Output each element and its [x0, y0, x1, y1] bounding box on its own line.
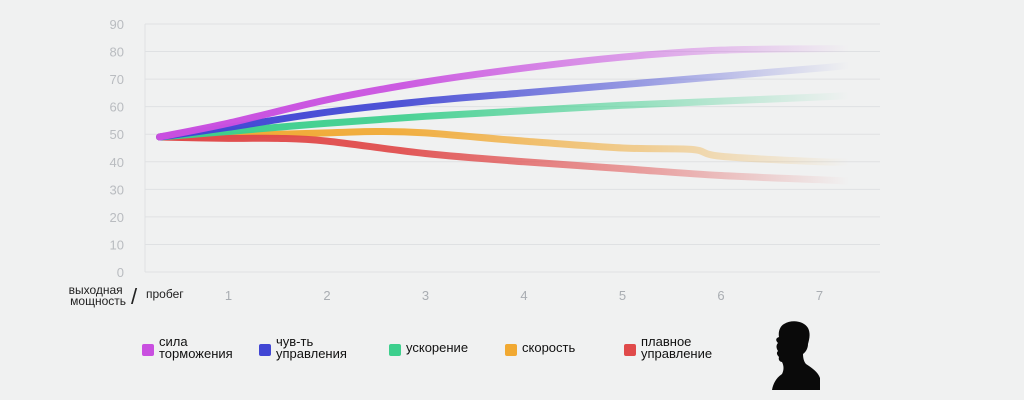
legend-item: чув-ть управления: [259, 334, 347, 361]
x-axis-ticks: 1 2 3 4 5 6 7: [225, 288, 823, 303]
x-axis-label-right: пробег: [146, 287, 184, 301]
legend-swatch: [259, 344, 271, 356]
y-tick-label: 40: [110, 155, 124, 170]
x-tick-label: 6: [717, 288, 724, 303]
y-tick-label: 70: [110, 72, 124, 87]
y-axis-ticks: 0 10 20 30 40 50 60 70 80 90: [110, 17, 124, 280]
series-line: [156, 133, 853, 185]
x-tick-label: 4: [520, 288, 527, 303]
y-tick-label: 80: [110, 45, 124, 60]
legend-swatch: [142, 344, 154, 356]
profile-silhouette-icon: [772, 321, 820, 390]
legend-item: скорость: [505, 340, 576, 356]
legend-label: плавное управление: [641, 334, 713, 361]
y-tick-label: 20: [110, 210, 124, 225]
legend-label: сила торможения: [159, 334, 233, 361]
x-tick-label: 7: [816, 288, 823, 303]
legend-swatch: [624, 344, 636, 356]
x-tick-label: 3: [422, 288, 429, 303]
legend-swatch: [505, 344, 517, 356]
legend-label: чув-ть управления: [276, 334, 347, 361]
legend-swatch: [389, 344, 401, 356]
series-line: [156, 92, 853, 141]
x-axis-label-left: выходная мощность: [69, 283, 126, 308]
y-tick-label: 30: [110, 182, 124, 197]
y-tick-label: 10: [110, 237, 124, 252]
x-tick-label: 1: [225, 288, 232, 303]
gridlines: [144, 23, 880, 273]
series-line: [156, 45, 853, 141]
series-lines: [156, 45, 853, 185]
legend-item: ускорение: [389, 340, 469, 356]
axis-separator: /: [131, 284, 138, 309]
x-tick-label: 5: [619, 288, 626, 303]
line-chart: 0 10 20 30 40 50 60 70 80 90 1 2 3 4 5 6 7 выходная мощ…: [69, 17, 880, 309]
series-line: [156, 61, 853, 141]
legend-item: плавное управление: [624, 334, 713, 361]
series-line: [156, 127, 853, 166]
y-tick-label: 90: [110, 17, 124, 32]
x-tick-label: 2: [323, 288, 330, 303]
legend-item: сила торможения: [142, 334, 233, 361]
legend-label: скорость: [522, 340, 576, 355]
y-tick-label: 0: [117, 265, 124, 280]
y-tick-label: 50: [110, 127, 124, 142]
legend-label: ускорение: [406, 340, 469, 355]
legend: сила торможения чув-ть управления ускорени…: [0, 334, 1024, 374]
y-tick-label: 60: [110, 100, 124, 115]
